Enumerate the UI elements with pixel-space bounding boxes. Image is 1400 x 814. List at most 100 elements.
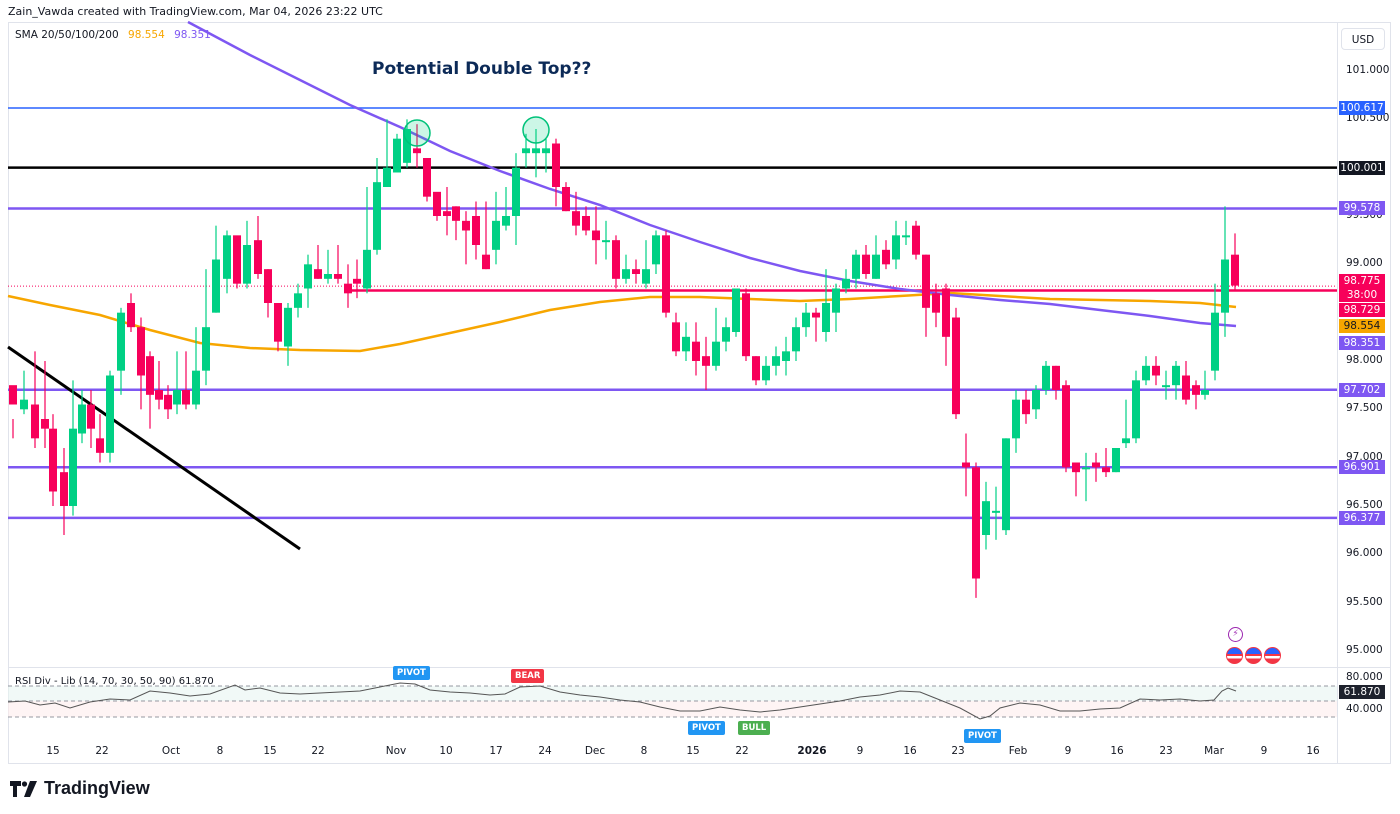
bearish-candle [155, 390, 163, 400]
price-tick: 96.000 [1346, 547, 1383, 560]
bullish-candle [1002, 438, 1010, 531]
bearish-candle [49, 428, 57, 492]
bullish-candle [243, 245, 251, 284]
bearish-candle [662, 235, 670, 313]
bearish-candle [1072, 462, 1080, 473]
bearish-candle [182, 390, 190, 405]
bearish-candle [146, 356, 154, 395]
time-tick: 16 [1306, 745, 1320, 757]
time-tick: Oct [161, 745, 181, 757]
bullish-candle [223, 235, 231, 279]
event-icons[interactable]: ⚡ [1226, 627, 1286, 667]
time-tick: 24 [538, 745, 552, 757]
time-tick: 8 [640, 745, 648, 757]
time-tick: 16 [903, 745, 917, 757]
bearish-candle [672, 322, 680, 352]
bullish-candle [512, 167, 520, 217]
bearish-candle [922, 254, 930, 308]
time-tick: 8 [216, 745, 224, 757]
double-top-marker [403, 119, 431, 147]
time-tick: 17 [489, 745, 503, 757]
bullish-candle [522, 148, 530, 154]
bullish-candle [173, 390, 181, 405]
bullish-candle [492, 220, 500, 250]
bearish-candle [1231, 254, 1239, 286]
bullish-candle [992, 510, 1000, 513]
pane-separator[interactable] [8, 667, 1391, 668]
us-flag-event-icon[interactable] [1226, 647, 1243, 664]
price-level-label: 98.729 [1339, 302, 1385, 317]
bullish-candle [1172, 365, 1180, 386]
time-tick: 23 [1159, 745, 1173, 757]
us-flag-event-icon[interactable] [1264, 647, 1281, 664]
bearish-candle [1022, 399, 1030, 415]
bullish-candle [1082, 467, 1090, 470]
bullish-candle [78, 404, 86, 434]
price-tick: 98.000 [1346, 354, 1383, 366]
us-flag-event-icon[interactable] [1245, 647, 1262, 664]
time-tick: 9 [856, 745, 864, 757]
bullish-candle [192, 370, 200, 405]
time-tick: 10 [439, 745, 453, 757]
price-tick: 96.500 [1346, 499, 1383, 511]
bullish-candle [652, 235, 660, 265]
price-tick: 101.000 [1346, 64, 1390, 76]
time-tick: 2026 [797, 745, 827, 757]
bearish-candle [702, 356, 710, 366]
bullish-candle [892, 235, 900, 260]
bullish-candle [502, 216, 510, 226]
bullish-candle [792, 327, 800, 352]
bullish-candle [762, 365, 770, 381]
bearish-candle [87, 404, 95, 429]
bullish-candle [1221, 259, 1229, 313]
tradingview-logo-icon [10, 780, 37, 797]
bullish-candle [304, 264, 312, 289]
bearish-candle [752, 356, 760, 381]
price-tick: 97.000 [1346, 450, 1383, 463]
bullish-candle [20, 399, 28, 410]
rsi-axis-80: 80.000 [1346, 671, 1383, 683]
bullish-candle [822, 303, 830, 333]
bearish-candle [96, 438, 104, 453]
bullish-candle [373, 182, 381, 250]
lightning-icon[interactable]: ⚡ [1228, 627, 1243, 642]
bearish-candle [254, 240, 262, 275]
bullish-candle [284, 307, 292, 347]
bullish-candle [532, 148, 540, 154]
time-tick: Dec [584, 745, 606, 757]
rsi-value-label: 61.870 [1339, 685, 1385, 699]
bearish-candle [972, 467, 980, 579]
bullish-candle [982, 501, 990, 536]
price-tick: 100.500 [1346, 112, 1390, 125]
bearish-candle [912, 225, 920, 255]
bearish-candle [612, 240, 620, 279]
bearish-candle [1092, 462, 1100, 468]
price-level-label: 98.775 [1339, 273, 1385, 288]
time-tick: 15 [46, 745, 60, 757]
chart-annotation-title: Potential Double Top?? [372, 59, 592, 79]
time-tick: Feb [1008, 745, 1028, 757]
price-axis-separator [1337, 22, 1338, 764]
rsi-overbought-band [8, 686, 1337, 701]
bearish-candle [1182, 375, 1190, 400]
bearish-candle [413, 148, 421, 154]
price-tick: 95.500 [1346, 595, 1383, 608]
bullish-candle [852, 254, 860, 279]
sma-legend[interactable]: SMA 20/50/100/200 98.554 98.351 [15, 29, 211, 41]
bearish-candle [632, 269, 640, 275]
price-level-label: 38:00 [1339, 288, 1385, 303]
bullish-candle [782, 351, 790, 362]
currency-button[interactable]: USD [1341, 28, 1385, 50]
bearish-candle [932, 293, 940, 313]
bearish-candle [552, 143, 560, 188]
time-tick: 15 [686, 745, 700, 757]
bearish-candle [353, 278, 361, 284]
bullish-candle [1162, 385, 1170, 388]
sma200-value: 98.351 [174, 29, 211, 41]
tradingview-logo[interactable]: TradingView [10, 778, 150, 799]
rsi-legend[interactable]: RSI Div - Lib (14, 70, 30, 50, 90) 61.87… [15, 676, 214, 687]
bullish-candle [202, 327, 210, 371]
rsi-legend-value: 61.870 [178, 676, 214, 687]
bullish-candle [682, 336, 690, 352]
